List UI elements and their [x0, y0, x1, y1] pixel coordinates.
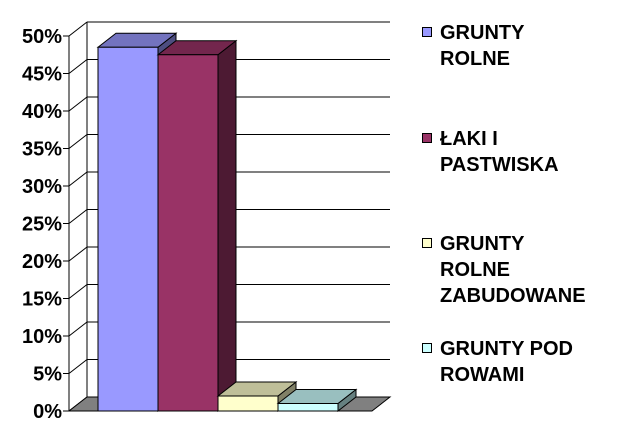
- gridline-depth: [68, 321, 88, 337]
- bar: [276, 388, 358, 413]
- legend-swatch: [422, 343, 432, 353]
- y-tick-label: 50%: [22, 26, 62, 48]
- bars: [96, 32, 358, 413]
- bar-chart: 0% 5% 10% 15% 20% 25% 30% 35% 40% 45% 50%: [22, 21, 392, 423]
- legend-label: GRUNTY ROLNE ZABUDOWANE: [440, 233, 586, 307]
- gridline-depth: [68, 96, 88, 112]
- bar-side: [217, 39, 237, 413]
- gridline-depth: [68, 134, 88, 149]
- gridline-depth: [68, 359, 88, 374]
- y-tick-label: 35%: [22, 139, 62, 161]
- y-tick-label: 25%: [22, 214, 62, 236]
- legend-label: GRUNTY POD ROWAMI: [440, 338, 573, 386]
- y-tick-labels: 0% 5% 10% 15% 20% 25% 30% 35% 40% 45% 50%: [22, 26, 69, 423]
- legend-swatch: [422, 27, 432, 37]
- gridline-depth: [68, 284, 88, 299]
- gridline-depth: [68, 59, 88, 74]
- bar-front: [157, 54, 219, 412]
- y-tick-label: 15%: [22, 289, 62, 311]
- y-tick-label: 20%: [22, 251, 62, 273]
- legend-swatch: [422, 133, 432, 143]
- gridline-depth: [68, 246, 88, 262]
- bar-front: [97, 46, 159, 412]
- legend: GRUNTY ROLNE ŁAKI I PASTWISKA GRUNTY ROL…: [408, 0, 629, 425]
- y-tick-label: 10%: [22, 326, 62, 348]
- legend-label: ŁAKI I PASTWISKA: [440, 128, 559, 176]
- y-tick-label: 45%: [22, 64, 62, 86]
- gridline-depth: [68, 209, 88, 224]
- gridline-depth: [68, 21, 88, 37]
- y-tick-label: 30%: [22, 176, 62, 198]
- gridline-depth: [68, 171, 88, 187]
- y-tick-label: 40%: [22, 101, 62, 123]
- y-tick-label: 0%: [33, 401, 62, 423]
- bar: [156, 39, 238, 413]
- bar-front: [217, 395, 279, 412]
- legend-swatch: [422, 238, 432, 248]
- legend-label: GRUNTY ROLNE: [440, 22, 525, 70]
- y-tick-label: 5%: [33, 364, 62, 386]
- bar-front: [277, 403, 339, 412]
